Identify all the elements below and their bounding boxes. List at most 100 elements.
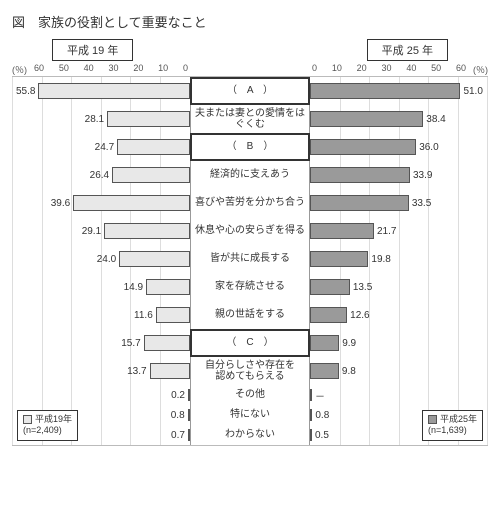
bar-left: [146, 279, 190, 295]
bar-left: [73, 195, 190, 211]
tick: 40: [406, 63, 416, 76]
tick: 0: [183, 63, 188, 76]
tick: 0: [312, 63, 317, 76]
value-left: 11.6: [131, 310, 156, 321]
cell-right: 51.0: [310, 77, 487, 105]
value-right: 33.9: [410, 170, 435, 181]
value-right: 0.5: [312, 430, 332, 441]
value-left: 0.7: [168, 430, 188, 441]
legend-left-n: (n=2,409): [23, 425, 62, 435]
bar-right: [310, 307, 347, 323]
cell-left: 28.1: [13, 105, 190, 133]
legend-right-n: (n=1,639): [428, 425, 467, 435]
legend-left-label: 平成19年: [35, 414, 72, 424]
category-label: 自分らしさや存在を認めてもらえる: [190, 357, 310, 385]
tick: 60: [456, 63, 466, 76]
data-row: 26.4経済的に支えあう 33.9: [13, 161, 487, 189]
value-left: 0.8: [168, 410, 188, 421]
value-left: 39.6: [48, 198, 73, 209]
category-label: 皆が共に成長する: [190, 245, 310, 273]
bar-left: [156, 307, 190, 323]
data-row: 0.8特にない0.8: [13, 405, 487, 425]
value-right: 19.8: [368, 254, 393, 265]
tick: 30: [108, 63, 118, 76]
data-row: 55.8（ A ）51.0: [13, 77, 487, 105]
bar-left: [104, 223, 190, 239]
value-left: 29.1: [79, 226, 104, 237]
cell-left: 55.8: [13, 77, 190, 105]
cell-left: 24.7: [13, 133, 190, 161]
value-right: 21.7: [374, 226, 399, 237]
value-left: 0.2: [168, 390, 188, 401]
cell-left: 13.7: [13, 357, 190, 385]
bar-right: [310, 83, 460, 99]
bar-left: [188, 429, 190, 441]
value-right: 51.0: [460, 86, 485, 97]
bar-right: [310, 223, 374, 239]
data-row: 14.9家を存続させる13.5: [13, 273, 487, 301]
value-left: 24.7: [92, 142, 117, 153]
bar-left: [188, 409, 190, 421]
data-row: 39.6喜びや苦労を分かち合う33.5: [13, 189, 487, 217]
cell-right: －: [310, 385, 487, 405]
data-row: 11.6 親の世話をする 12.6: [13, 301, 487, 329]
value-right: 12.6: [347, 310, 372, 321]
cell-left: 0.2: [13, 385, 190, 405]
value-right: 9.8: [339, 366, 359, 377]
legend-right-swatch: [428, 415, 437, 424]
legend-left-swatch: [23, 415, 32, 424]
tick: 30: [381, 63, 391, 76]
value-right: 13.5: [350, 282, 375, 293]
chart-area: 55.8（ A ）51.028.1夫または妻との愛情をはぐくむ38.424.7（…: [12, 76, 488, 446]
legend-right-label: 平成25年: [440, 414, 477, 424]
legend-right: 平成25年 (n=1,639): [422, 410, 483, 441]
bar-left: [119, 251, 190, 267]
bar-left: [188, 389, 190, 401]
category-label: その他: [190, 385, 310, 405]
tick: 10: [332, 63, 342, 76]
tick: 50: [59, 63, 69, 76]
cell-left: 29.1: [13, 217, 190, 245]
cell-right: 36.0: [310, 133, 487, 161]
value-left: 55.8: [13, 86, 38, 97]
value-right: 0.8: [312, 410, 332, 421]
cell-right: 33.9: [310, 161, 487, 189]
value-right: 36.0: [416, 142, 441, 153]
cell-left: 39.6: [13, 189, 190, 217]
data-row: 0.2その他－: [13, 385, 487, 405]
cell-left: 11.6: [13, 301, 190, 329]
data-row: 15.7（ C ）9.9: [13, 329, 487, 357]
value-left: 28.1: [82, 114, 107, 125]
bar-right: [310, 279, 350, 295]
value-right: －: [312, 388, 328, 403]
data-row: 29.1休息や心の安らぎを得る21.7: [13, 217, 487, 245]
category-label: （ B ）: [190, 133, 310, 161]
bar-right: [310, 335, 339, 351]
cell-left: 26.4: [13, 161, 190, 189]
category-label: 夫または妻との愛情をはぐくむ: [190, 105, 310, 133]
data-row: 13.7 自分らしさや存在を認めてもらえる 9.8: [13, 357, 487, 385]
category-label: わからない: [190, 425, 310, 445]
value-right: 9.9: [339, 338, 359, 349]
bar-left: [112, 167, 190, 183]
data-row: 24.0皆が共に成長する 19.8: [13, 245, 487, 273]
category-label: 特にない: [190, 405, 310, 425]
value-left: 13.7: [124, 366, 149, 377]
bar-left: [144, 335, 190, 351]
year-right: 平成 25 年: [367, 39, 448, 61]
data-row: 0.7わからない0.5: [13, 425, 487, 445]
cell-right: 9.8: [310, 357, 487, 385]
unit-right: (％): [468, 63, 488, 76]
axis-row: (％) 0102030405060 0102030405060 (％): [12, 63, 488, 76]
bar-right: [310, 251, 368, 267]
category-label: 親の世話をする: [190, 301, 310, 329]
bar-right: [310, 111, 423, 127]
category-label: 経済的に支えあう: [190, 161, 310, 189]
year-left: 平成 19 年: [52, 39, 133, 61]
category-label: 喜びや苦労を分かち合う: [190, 189, 310, 217]
cell-left: 24.0: [13, 245, 190, 273]
bar-left: [107, 111, 190, 127]
cell-right: 13.5: [310, 273, 487, 301]
value-left: 14.9: [121, 282, 146, 293]
data-row: 24.7 （ B ） 36.0: [13, 133, 487, 161]
